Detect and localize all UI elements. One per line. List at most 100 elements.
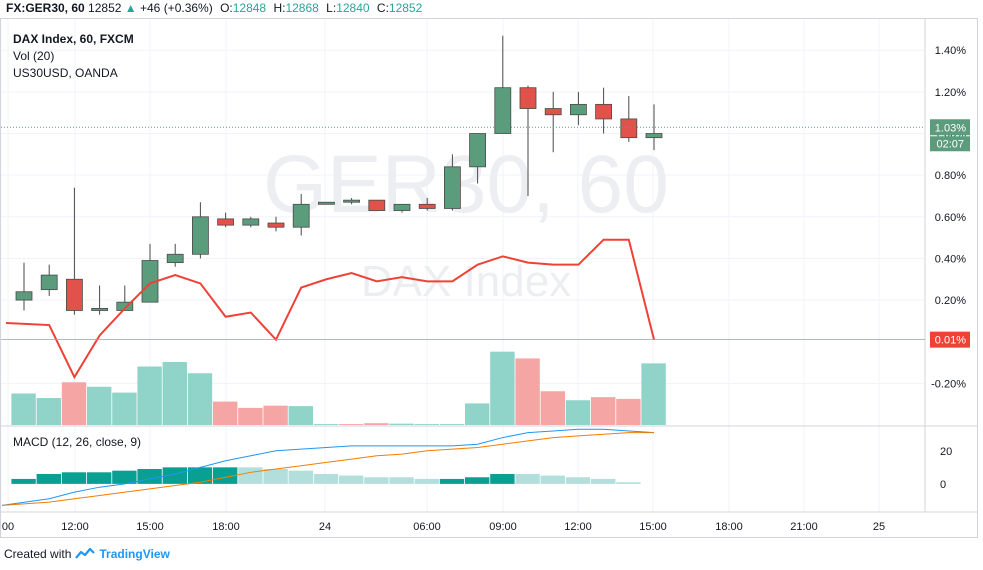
x-tick-label: 12:00 — [61, 521, 89, 533]
volume-bar — [263, 405, 288, 425]
volume-bar — [540, 391, 565, 425]
x-tick-label: 09:00 — [489, 521, 517, 533]
candle-body — [620, 118, 638, 139]
candle-body — [267, 222, 285, 228]
candle-body — [418, 203, 436, 209]
macd-histogram-bar — [11, 478, 36, 484]
overlay-label[interactable]: US30USD, OANDA — [13, 66, 118, 80]
candle-body — [519, 87, 537, 109]
main-series-label[interactable]: DAX Index, 60, FXCM — [13, 32, 134, 46]
created-with-label: Created with — [4, 547, 72, 561]
macd-tick-label: 0 — [940, 479, 946, 491]
macd-histogram-bar — [288, 470, 313, 484]
y-tick-label: 0.20% — [935, 295, 966, 307]
volume-bar — [565, 400, 591, 425]
volume-bar — [364, 423, 389, 425]
grid-lines — [1, 19, 978, 513]
tradingview-brand[interactable]: TradingView — [99, 547, 170, 561]
chart-frame[interactable] — [0, 18, 978, 538]
candle-body — [40, 274, 58, 291]
candle-body — [570, 103, 587, 116]
candle-body — [116, 301, 134, 311]
macd-histogram-bar — [313, 473, 339, 484]
candle-body — [469, 133, 487, 168]
y-tick-label: 1.40% — [935, 45, 966, 57]
x-tick-label: 06:00 — [413, 521, 441, 533]
x-tick-label: 24 — [319, 521, 331, 533]
volume-label[interactable]: Vol (20) — [13, 49, 55, 63]
macd-histogram-bar — [439, 478, 465, 484]
volume-bar — [515, 358, 540, 425]
volume-bar — [414, 424, 439, 425]
symbol-header: FX:GER30, 60 12852 ▲ +46 (+0.36%) O:1284… — [6, 1, 422, 17]
macd-histogram-bar — [263, 469, 288, 484]
volume-bar — [616, 398, 641, 425]
volume-bar — [339, 424, 364, 425]
volume-bar — [187, 373, 213, 425]
macd-histogram-bar — [616, 482, 641, 484]
price-change: +46 (+0.36%) — [140, 1, 213, 15]
macd-pane: 20 0 — [1, 428, 952, 506]
candlestick-series — [15, 35, 663, 315]
watermark-symbol: GER30, 60 — [263, 139, 669, 230]
y-tick-label: 0.40% — [935, 253, 966, 265]
candle-body — [66, 278, 83, 311]
macd-line — [1, 428, 655, 506]
y-tick-label: 1.20% — [935, 87, 966, 99]
open-label: O: — [220, 1, 233, 15]
macd-histogram-bar — [112, 470, 137, 484]
price-axis: 1.40%1.20%1.00%0.80%0.60%0.40%0.20%-0.20… — [930, 45, 970, 390]
candle-body — [191, 216, 209, 255]
last-price-tag-label: 1.03% — [935, 122, 966, 134]
macd-histogram-bar — [137, 469, 162, 484]
macd-tick-label: 20 — [940, 446, 952, 458]
volume-bar — [11, 393, 36, 425]
volume-bar — [112, 392, 137, 425]
time-axis: 00 12:00 15:00 18:00 24 06:00 09:00 12:00 15:00 1… — [2, 521, 885, 533]
macd-histogram-bar — [87, 472, 112, 484]
volume-bar — [61, 382, 87, 425]
candle-body — [242, 218, 260, 226]
overlay-series — [5, 238, 655, 380]
y-tick-label: 0.80% — [935, 170, 966, 182]
macd-histogram-bar — [238, 467, 263, 484]
chart-legend: DAX Index, 60, FXCM Vol (20) US30USD, OA… — [13, 31, 134, 82]
volume-bar — [288, 406, 313, 425]
volume-bar — [36, 398, 61, 425]
overlay-price-tag-label: 0.01% — [935, 335, 966, 347]
price-lines — [1, 126, 925, 341]
volume-bar — [389, 423, 414, 425]
macd-label[interactable]: MACD (12, 26, close, 9) — [13, 435, 142, 449]
candle-body — [393, 203, 411, 211]
macd-histogram-bar — [591, 478, 616, 484]
high-label: H: — [273, 1, 286, 15]
candle-body — [166, 253, 184, 263]
symbol-name[interactable]: FX:GER30, 60 — [6, 1, 85, 15]
macd-histogram-bar — [515, 473, 540, 484]
candle-body — [368, 199, 386, 211]
x-tick-label: 00 — [2, 521, 14, 533]
candle-body — [645, 133, 663, 139]
macd-histogram-bar — [540, 475, 565, 484]
x-tick-label: 18:00 — [212, 521, 240, 533]
volume-bar — [439, 424, 465, 425]
x-tick-label: 25 — [873, 521, 885, 533]
watermark-name: DAX Index — [361, 257, 571, 306]
countdown-label: 02:07 — [936, 138, 964, 150]
macd-histogram-bar — [389, 477, 414, 484]
last-price: 12852 — [88, 1, 122, 15]
change-arrow-icon: ▲ — [124, 1, 137, 15]
low-label: L: — [326, 1, 337, 15]
macd-histogram-bar — [565, 477, 591, 484]
tradingview-logo-icon — [75, 548, 96, 559]
close-value: 12852 — [388, 1, 423, 15]
volume-bar — [137, 366, 162, 425]
x-tick-label: 12:00 — [564, 521, 592, 533]
volume-bar — [238, 407, 263, 425]
x-tick-label: 21:00 — [790, 521, 818, 533]
last-price-tag — [930, 119, 970, 136]
x-tick-label: 18:00 — [715, 521, 743, 533]
volume-bar — [465, 403, 490, 425]
macd-histogram-bar — [364, 477, 389, 484]
